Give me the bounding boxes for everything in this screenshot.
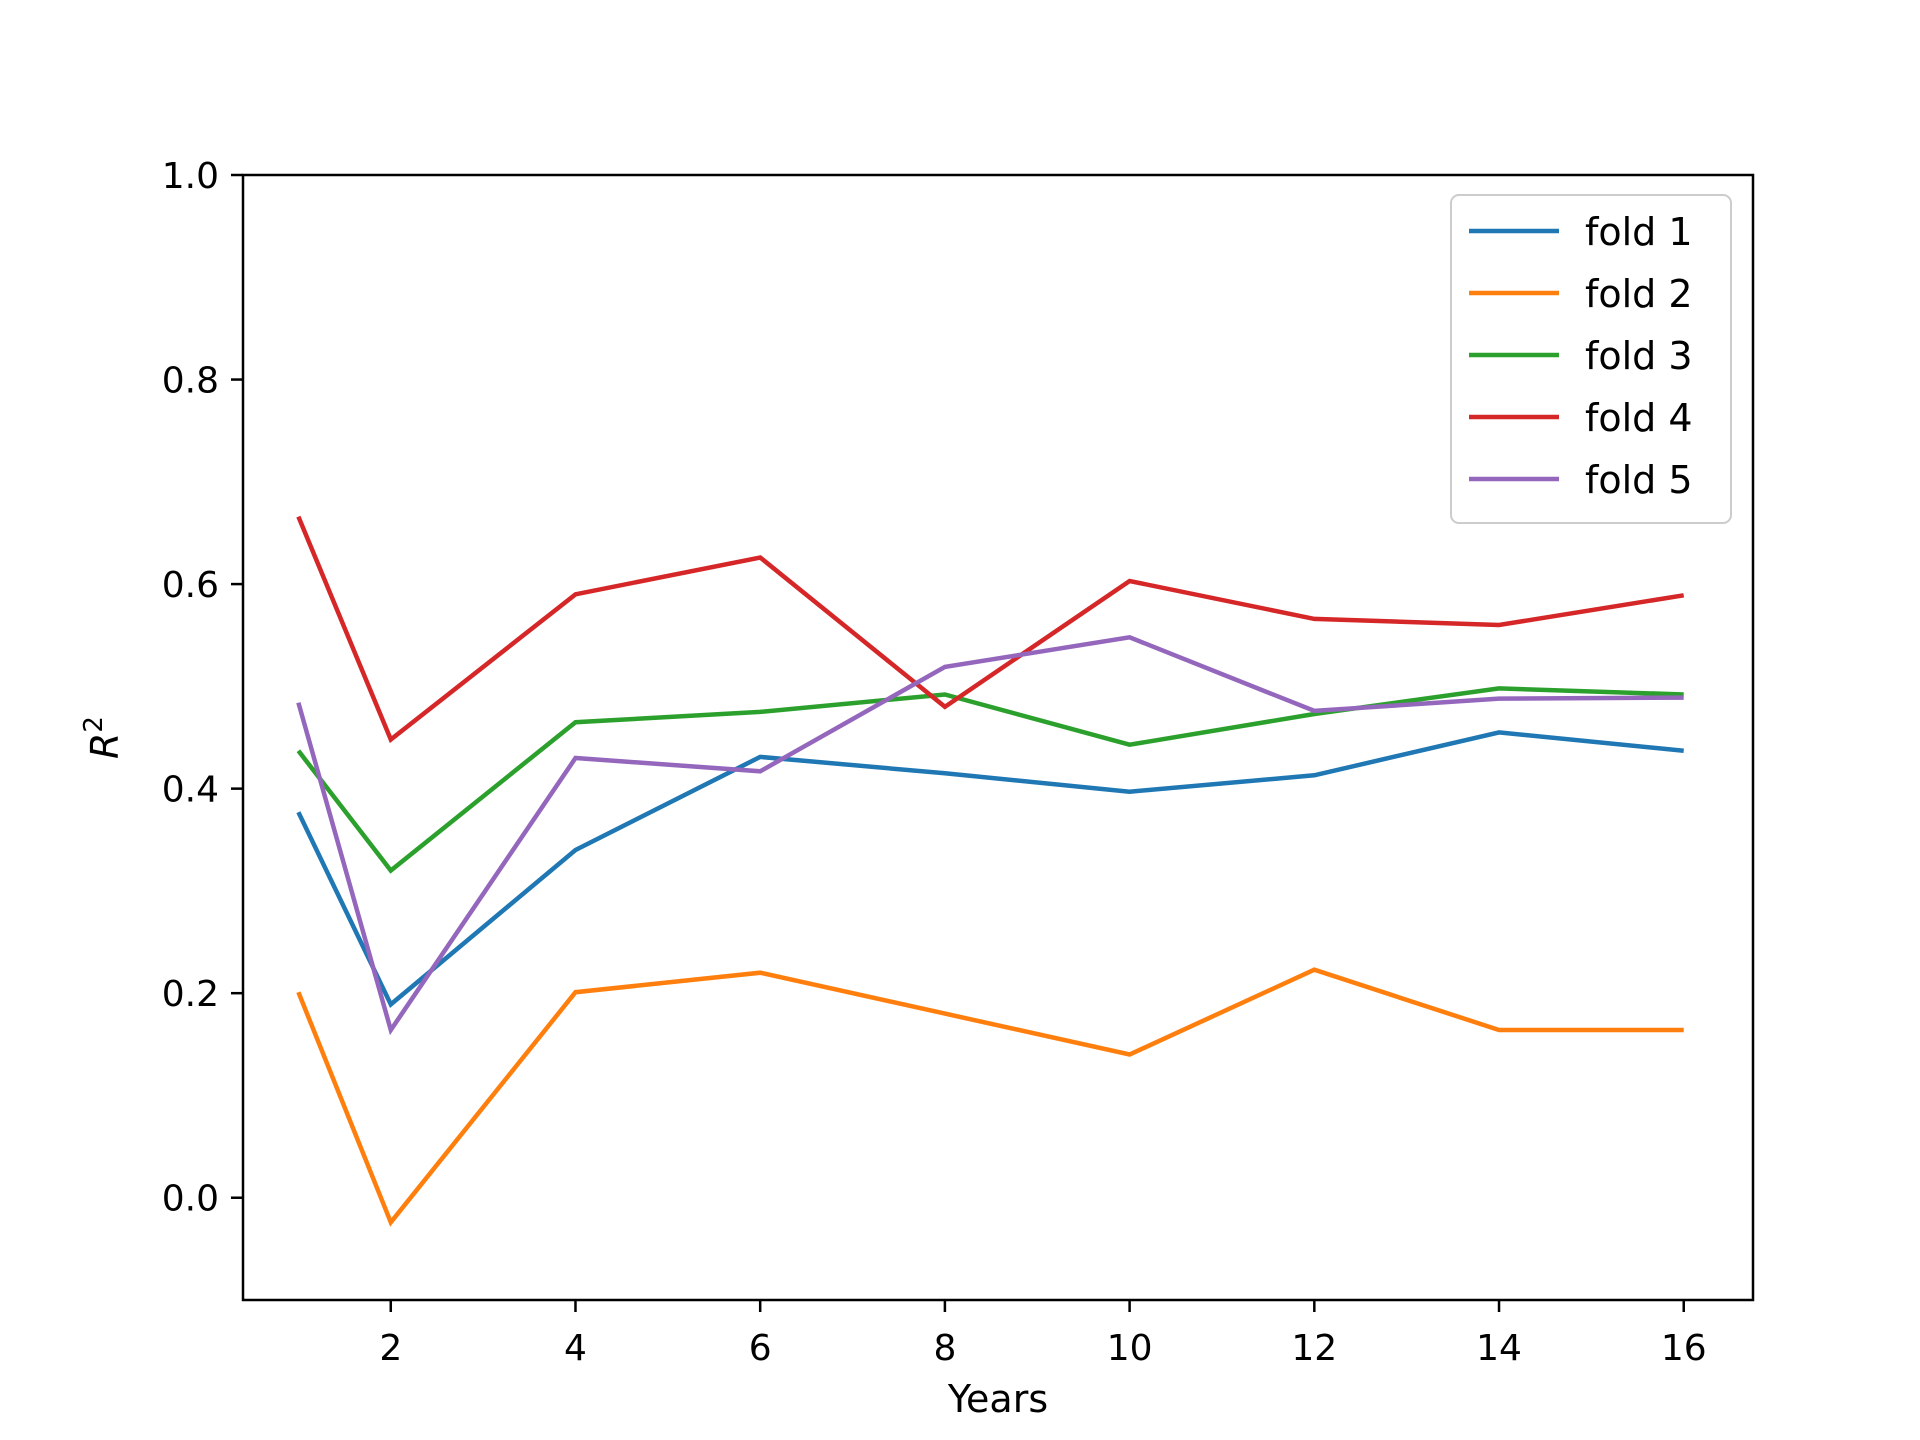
plot-frame xyxy=(241,173,1755,1302)
legend-item-fold-1: fold 1 xyxy=(1469,210,1693,254)
legend-label: fold 4 xyxy=(1585,396,1693,440)
y-tick-label: 0.6 xyxy=(162,565,219,606)
x-tick-label: 4 xyxy=(564,1328,587,1369)
y-axis: 0.0 0.2 0.4 0.6 0.8 1.0 xyxy=(162,156,243,1220)
y-axis-label-superscript: 2 xyxy=(79,716,109,733)
y-tick-label: 1.0 xyxy=(162,156,219,197)
x-axis-label: Years xyxy=(947,1377,1048,1421)
y-axis-label-base: R xyxy=(83,733,127,759)
series-line-fold-1 xyxy=(296,730,1684,1008)
y-tick-label: 0.2 xyxy=(162,974,219,1015)
x-tick-label: 16 xyxy=(1661,1328,1707,1369)
y-tick-label: 0.4 xyxy=(162,770,219,811)
legend-label: fold 1 xyxy=(1585,210,1693,254)
x-tick-label: 10 xyxy=(1107,1328,1153,1369)
x-tick-label: 2 xyxy=(379,1328,402,1369)
legend-item-fold-3: fold 3 xyxy=(1469,334,1693,378)
legend-label: fold 3 xyxy=(1585,334,1693,378)
x-tick-label: 6 xyxy=(749,1328,772,1369)
y-axis-label: R2 xyxy=(79,716,127,759)
y-tick-label: 0.8 xyxy=(162,361,219,402)
x-tick-label: 14 xyxy=(1476,1328,1522,1369)
legend-label: fold 5 xyxy=(1585,458,1693,502)
series-line-fold-4 xyxy=(296,515,1685,744)
x-axis: 2 4 6 8 10 12 14 16 xyxy=(379,1300,1707,1369)
legend-box xyxy=(1450,194,1732,524)
x-tick-label: 8 xyxy=(933,1328,956,1369)
legend-item-fold-5: fold 5 xyxy=(1469,458,1693,502)
legend-label: fold 2 xyxy=(1585,272,1693,316)
y-tick-label: 0.0 xyxy=(162,1179,219,1220)
series-line-fold-2 xyxy=(296,967,1684,1227)
legend-items: fold 1 fold 2 fold 3 fold 4 fold 5 xyxy=(1469,210,1693,502)
legend: fold 1 fold 2 fold 3 fold 4 fold 5 xyxy=(1450,194,1732,524)
x-tick-label: 12 xyxy=(1291,1328,1337,1369)
series-line-fold-3 xyxy=(296,686,1684,874)
plot-lines xyxy=(296,515,1685,1227)
legend-item-fold-2: fold 2 xyxy=(1469,272,1693,316)
series-line-fold-5 xyxy=(296,634,1684,1036)
legend-item-fold-4: fold 4 xyxy=(1469,396,1693,440)
